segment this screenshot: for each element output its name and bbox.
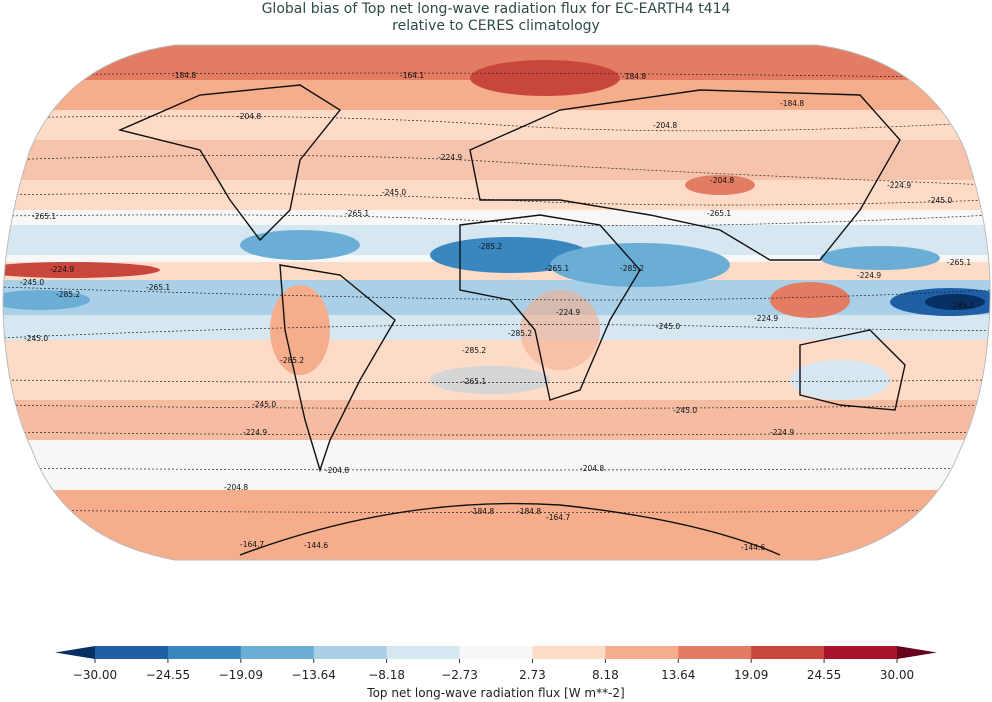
- contour-label: -224.9: [556, 308, 580, 317]
- australia-outline: [799, 329, 906, 411]
- contour-label: -204.8: [325, 466, 349, 475]
- contour-label: -265.1: [462, 377, 486, 386]
- contour-label: -265.1: [32, 212, 56, 221]
- contour-label: -265.1: [146, 283, 170, 292]
- colorbar-tick-label: −13.64: [292, 668, 336, 682]
- colorbar-bin: [459, 646, 533, 659]
- south-america-outline: [279, 264, 396, 473]
- contour-label: -265.1: [545, 264, 569, 273]
- contour-label: -265.1: [947, 258, 971, 267]
- colorbar-bin: [678, 646, 752, 659]
- contour-label: -164.7: [546, 513, 570, 522]
- contour-label: -285.2: [478, 242, 502, 251]
- africa-outline: [459, 214, 641, 401]
- contour-label: -184.8: [622, 72, 646, 81]
- bias-map: -184.8 -164.1 -184.8 -184.8 -204.8 -204.…: [2, 44, 991, 561]
- colorbar-tick-label: −8.18: [368, 668, 405, 682]
- contour-lines: [3, 72, 991, 513]
- contour-label: -184.8: [517, 507, 541, 516]
- contour-label: -245.0: [252, 400, 276, 409]
- colorbar-tick-label: 30.00: [880, 668, 914, 682]
- contour-label: -285.2: [950, 301, 974, 310]
- contour-label: -224.9: [887, 181, 911, 190]
- colorbar-extend-high: [897, 646, 937, 659]
- contour-label: -224.9: [50, 265, 74, 274]
- contour-label: -224.9: [857, 271, 881, 280]
- contour-label: -285.2: [462, 346, 486, 355]
- colorbar-bin: [532, 646, 606, 659]
- colorbar-tick-label: −24.55: [146, 668, 190, 682]
- contour-label: -265.1: [707, 209, 731, 218]
- colorbar-bin: [167, 646, 242, 659]
- contour-label: -245.0: [928, 196, 952, 205]
- contour-label: -285.2: [280, 356, 304, 365]
- contour-label: -204.8: [653, 121, 677, 130]
- colorbar-ticks: −30.00 −24.55 −19.09 −13.64 −8.18 −2.73 2.73 8.…: [73, 659, 914, 682]
- colorbar-bin: [751, 646, 825, 659]
- contour-label: -164.1: [400, 71, 424, 80]
- contour-label: -164.7: [240, 540, 264, 549]
- contour-label: -184.8: [172, 71, 196, 80]
- colorbar-bin: [386, 646, 461, 659]
- contour-labels: -184.8 -164.1 -184.8 -184.8 -204.8 -204.…: [20, 71, 974, 552]
- colorbar-bin: [95, 646, 169, 659]
- contour-label: -204.8: [580, 464, 604, 473]
- contour-label: -224.9: [770, 428, 794, 437]
- contour-label: -245.0: [382, 188, 406, 197]
- contour-label: -245.0: [24, 334, 48, 343]
- colorbar-label: Top net long-wave radiation flux [W m**-…: [366, 686, 624, 700]
- colorbar-tick-label: 2.73: [519, 668, 546, 682]
- colorbar-tick-label: −19.09: [219, 668, 263, 682]
- contour-label: -285.2: [508, 329, 532, 338]
- colorbar-tick-label: −2.73: [441, 668, 478, 682]
- contour-label: -204.8: [710, 176, 734, 185]
- chart-title: Global bias of Top net long-wave radiati…: [0, 1, 992, 35]
- colorbar-bin: [313, 646, 388, 659]
- colorbar-tick-label: 8.18: [592, 668, 619, 682]
- contour-label: -285.2: [56, 290, 80, 299]
- contour-label: -285.2: [620, 264, 644, 273]
- title-line-2: relative to CERES climatology: [392, 18, 600, 34]
- coastlines: [117, 84, 906, 556]
- eurasia-outline: [469, 89, 901, 261]
- colorbar-tick-label: −30.00: [73, 668, 117, 682]
- contour-label: -245.0: [656, 322, 680, 331]
- contour-label: -265.1: [345, 209, 369, 218]
- colorbar-tick-label: 13.64: [661, 668, 695, 682]
- colorbar-bin: [240, 646, 315, 659]
- north-america-outline: [117, 84, 342, 242]
- contour-label: -245.0: [673, 406, 697, 415]
- colorbar-bin: [824, 646, 898, 659]
- antarctica-outline: [239, 502, 781, 556]
- contour-label: -144.6: [741, 543, 765, 552]
- colorbar-bins: [55, 646, 937, 659]
- contour-label: -245.0: [20, 278, 44, 287]
- colorbar-tick-label: 24.55: [807, 668, 841, 682]
- contour-label: -144.6: [304, 541, 328, 550]
- contour-label: -224.9: [243, 428, 267, 437]
- contour-label: -224.9: [754, 314, 778, 323]
- contour-label: -224.9: [438, 153, 462, 162]
- colorbar-extend-low: [55, 646, 95, 659]
- title-line-1: Global bias of Top net long-wave radiati…: [261, 1, 731, 17]
- contour-label: -184.8: [470, 507, 494, 516]
- map-border: [2, 44, 991, 561]
- contour-label: -204.8: [237, 112, 261, 121]
- contour-label: -204.8: [224, 483, 248, 492]
- colorbar-bin: [605, 646, 679, 659]
- colorbar-tick-label: 19.09: [734, 668, 768, 682]
- contour-label: -184.8: [780, 99, 804, 108]
